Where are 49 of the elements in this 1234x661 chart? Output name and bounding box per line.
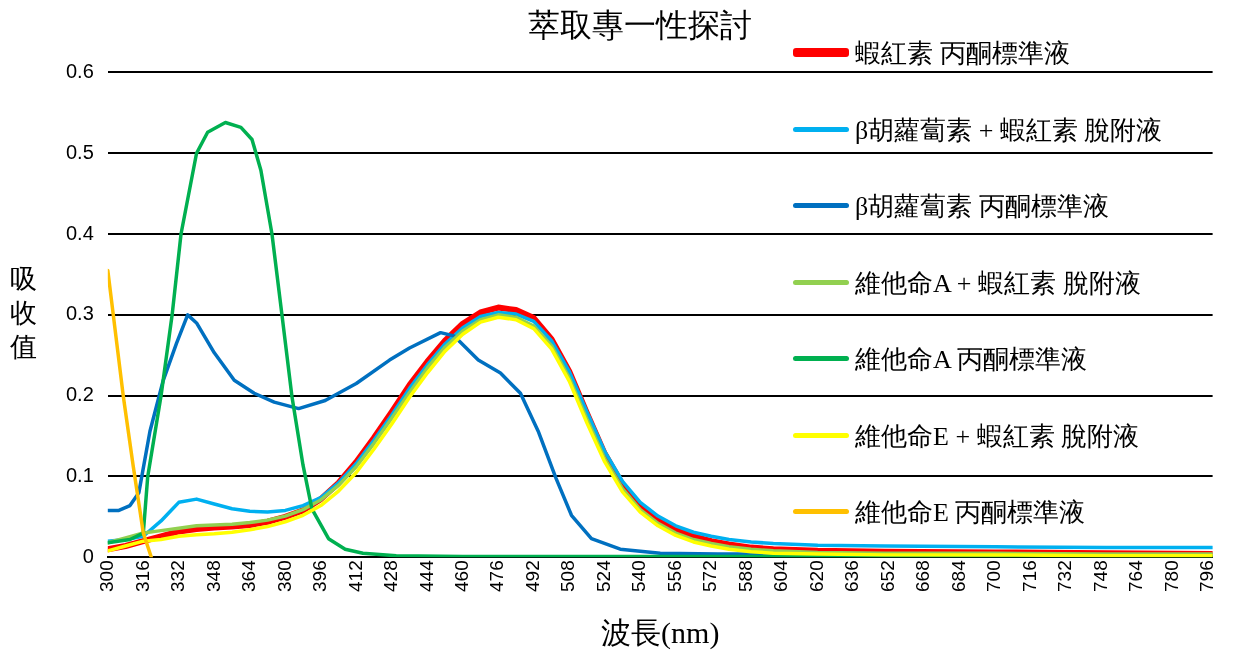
x-tick-label: 572 xyxy=(699,560,721,592)
x-tick-label: 332 xyxy=(167,560,189,592)
x-tick-label: 604 xyxy=(770,559,792,592)
legend-label: β胡蘿蔔素 + 蝦紅素 脫附液 xyxy=(853,112,1165,148)
x-tick-label: 668 xyxy=(912,560,934,592)
legend-label: 蝦紅素 丙酮標準液 xyxy=(853,36,1072,71)
x-tick-label: 636 xyxy=(841,560,863,592)
chart-title: 萃取專一性探討 xyxy=(528,6,752,43)
y-tick-label: 0 xyxy=(82,544,94,567)
y-tick-label: 0.4 xyxy=(65,221,94,244)
x-tick-label: 316 xyxy=(131,560,153,592)
legend-label: 維他命E 丙酮標準液 xyxy=(853,495,1088,530)
x-tick-label: 444 xyxy=(415,559,437,592)
y-tick-label: 0.1 xyxy=(65,464,94,486)
y-tick-label: 0.6 xyxy=(65,59,94,82)
y-tick-label: 0.2 xyxy=(65,383,94,406)
x-tick-label: 716 xyxy=(1018,560,1040,592)
x-tick-label: 364 xyxy=(238,559,260,592)
x-tick-label: 396 xyxy=(309,560,331,592)
x-tick-label: 540 xyxy=(628,560,650,592)
x-tick-label: 796 xyxy=(1196,560,1218,592)
x-tick-label: 412 xyxy=(344,560,366,592)
legend-label: 維他命E + 蝦紅素 脫附液 xyxy=(853,418,1142,454)
x-tick-label: 492 xyxy=(521,560,543,592)
x-tick-label: 460 xyxy=(451,560,472,592)
x-tick-label: 652 xyxy=(876,560,898,592)
x-tick-label: 700 xyxy=(983,560,1005,592)
x-tick-label: 748 xyxy=(1089,560,1111,592)
x-tick-label: 732 xyxy=(1054,560,1076,592)
x-tick-label: 508 xyxy=(557,560,579,592)
x-tick-label: 348 xyxy=(202,560,224,592)
y-tick-label: 0.5 xyxy=(65,140,94,163)
legend-label: 維他命A 丙酮標準液 xyxy=(853,342,1089,377)
x-tick-label: 300 xyxy=(96,560,118,592)
x-tick-label: 780 xyxy=(1160,560,1182,592)
legend-label: 維他命A + 蝦紅素 脫附液 xyxy=(853,265,1143,301)
x-tick-label: 476 xyxy=(486,560,508,592)
x-tick-label: 428 xyxy=(380,560,401,592)
x-tick-label: 556 xyxy=(663,560,685,592)
legend-label: β胡蘿蔔素 丙酮標準液 xyxy=(853,189,1111,224)
x-tick-label: 588 xyxy=(734,560,756,592)
y-tick-label: 0.3 xyxy=(65,302,94,325)
x-tick-label: 380 xyxy=(273,560,295,592)
x-tick-label: 620 xyxy=(805,560,827,592)
x-axis-title: 波長(nm) xyxy=(601,615,720,650)
y-axis-title: 吸收值 xyxy=(10,263,38,364)
x-tick-label: 684 xyxy=(947,559,969,592)
x-tick-label: 764 xyxy=(1125,559,1147,592)
x-tick-label: 524 xyxy=(592,559,614,592)
